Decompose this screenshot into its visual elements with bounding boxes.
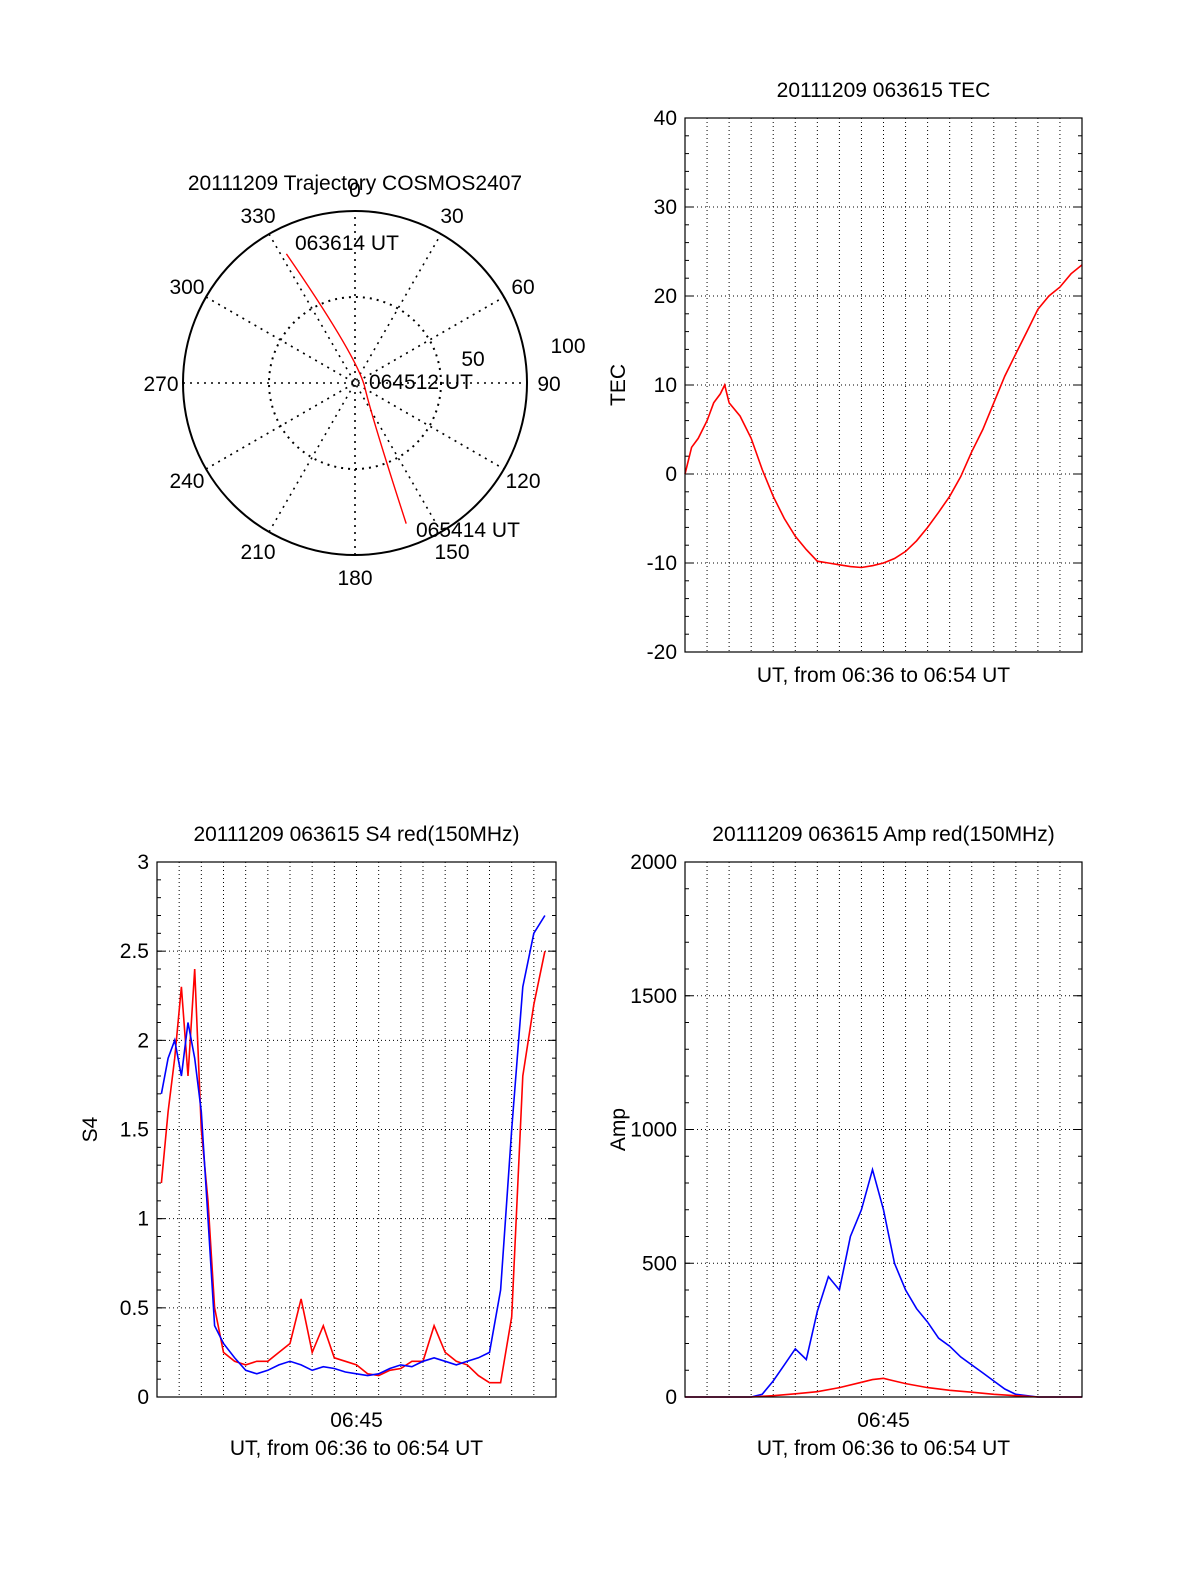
y-tick-label: 0 — [665, 463, 677, 486]
polar-angle-label: 180 — [337, 567, 372, 590]
series-line — [160, 951, 546, 1384]
y-tick-label: 1.5 — [120, 1119, 149, 1142]
x-axis-label: UT, from 06:36 to 06:54 UT — [230, 1437, 483, 1460]
polar-angle-label: 270 — [143, 373, 178, 396]
polar-angle-label: 120 — [505, 470, 540, 493]
series-line — [685, 1166, 1082, 1398]
y-tick-label: 3 — [137, 851, 149, 874]
chart-title: 20111209 063615 Amp red(150MHz) — [712, 823, 1054, 846]
y-tick-label: 1500 — [630, 985, 677, 1008]
y-tick-label: 40 — [654, 107, 677, 130]
trajectory-start-label: 063614 UT — [295, 232, 399, 255]
x-tick-label: 06:45 — [857, 1409, 910, 1432]
polar-angle-label: 210 — [240, 541, 275, 564]
x-tick-label: 06:45 — [330, 1409, 383, 1432]
polar-angle-label: 60 — [511, 276, 534, 299]
y-tick-label: 1000 — [630, 1119, 677, 1142]
x-axis-label: UT, from 06:36 to 06:54 UT — [757, 1437, 1010, 1460]
polar-angle-label: 90 — [537, 373, 560, 396]
y-tick-label: -20 — [647, 641, 677, 664]
polar-angle-label: 150 — [434, 541, 469, 564]
y-axis-label: S4 — [79, 1116, 102, 1142]
trajectory-mid-label: 064512 UT — [369, 371, 473, 394]
polar-angle-label: 0 — [349, 179, 361, 202]
polar-spokes — [183, 211, 527, 555]
y-tick-label: 10 — [654, 374, 677, 397]
y-tick-label: 0.5 — [120, 1297, 149, 1320]
polar-spoke — [205, 296, 505, 470]
polar-angle-labels: 0 30 60 90 120 150 180 210 240 270 300 330 — [143, 179, 560, 590]
polar-title: 20111209 Trajectory COSMOS2407 — [188, 172, 522, 195]
y-axis-label: Amp — [607, 1108, 630, 1151]
chart-title: 20111209 063615 S4 red(150MHz) — [193, 823, 519, 846]
polar-angle-label: 300 — [169, 276, 204, 299]
series-line — [684, 264, 1083, 569]
y-tick-label: 1 — [137, 1208, 149, 1231]
series-line — [685, 1377, 1082, 1398]
polar-trajectory-plot: 20111209 Trajectory COSMOS2407 0 30 60 90 12… — [143, 172, 585, 590]
plot-frame — [684, 861, 1083, 1398]
y-tick-label: 2 — [137, 1029, 149, 1052]
y-tick-label: 20 — [654, 285, 677, 308]
trajectory-end-label: 065414 UT — [416, 519, 520, 542]
polar-spoke — [268, 233, 442, 533]
y-tick-label: 2.5 — [120, 940, 149, 963]
plot-frame — [156, 861, 557, 1398]
polar-spoke — [268, 233, 442, 533]
y-tick-label: -10 — [647, 552, 677, 575]
plot-frame — [684, 117, 1083, 653]
x-axis-label: UT, from 06:36 to 06:54 UT — [757, 664, 1010, 687]
series-line — [160, 915, 546, 1377]
y-tick-label: 0 — [137, 1386, 149, 1409]
amp-chart: 0 500 1000 1500 2000 06:45 20111209 063615 Amp… — [607, 823, 1083, 1460]
polar-angle-label: 240 — [169, 470, 204, 493]
y-tick-label: 0 — [665, 1386, 677, 1409]
tec-chart: -20 -10 0 10 20 30 40 20111209 063615 TEC UT, fr… — [607, 79, 1083, 687]
polar-radial-label-100: 100 — [550, 335, 585, 358]
y-tick-label: 2000 — [630, 851, 677, 874]
polar-spoke — [205, 296, 505, 470]
y-axis-label: TEC — [607, 364, 630, 406]
polar-radial-label-50: 50 — [461, 348, 484, 371]
s4-chart: 0 0.5 1 1.5 2 2.5 3 06:45 20111209 063615 S4 red… — [79, 823, 557, 1460]
y-tick-label: 30 — [654, 196, 677, 219]
chart-title: 20111209 063615 TEC — [777, 79, 991, 102]
polar-angle-label: 330 — [240, 205, 275, 228]
y-tick-label: 500 — [642, 1252, 677, 1275]
trajectory-line — [285, 253, 407, 524]
polar-angle-label: 30 — [440, 205, 463, 228]
